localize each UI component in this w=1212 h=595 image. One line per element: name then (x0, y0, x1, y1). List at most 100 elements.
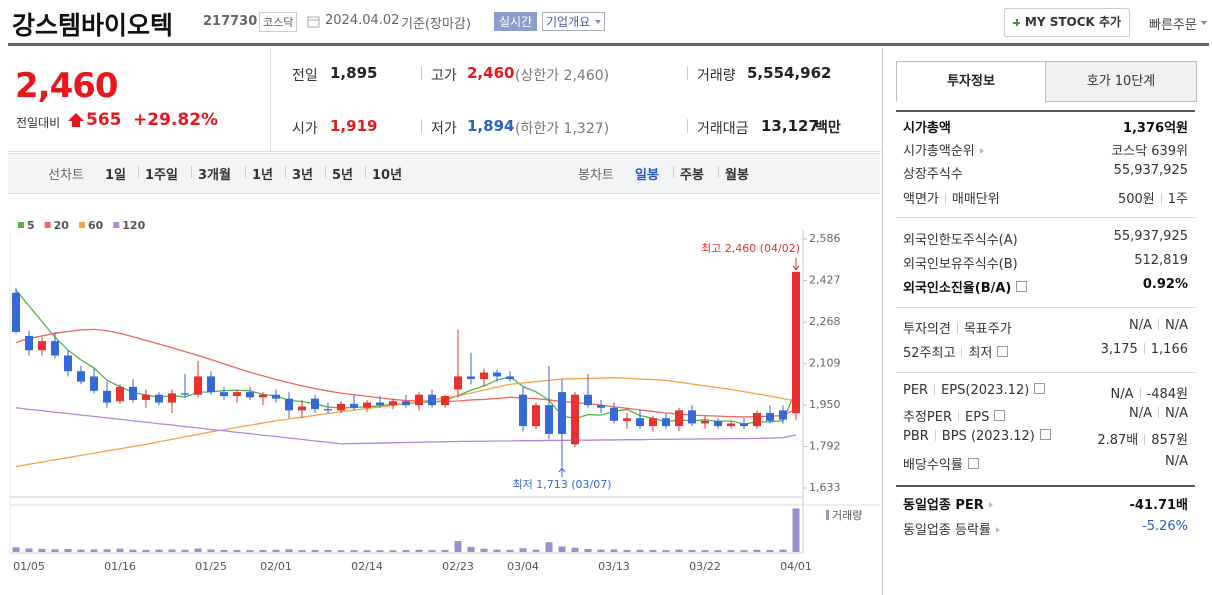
value-text: 2.87배 (1097, 433, 1139, 448)
volume-bar (25, 548, 33, 552)
candle-tab[interactable]: 주봉 (680, 168, 704, 183)
panel-divider (270, 48, 271, 151)
candle-body (649, 418, 657, 427)
period-tab[interactable]: 3년 (292, 168, 314, 183)
candle-body (220, 392, 228, 397)
label-text: 시가총액 (903, 121, 951, 136)
prev-value: 1,895 (330, 64, 378, 82)
change-label: 전일대비 (16, 116, 61, 130)
label-text: PER (903, 383, 929, 398)
info-value: 55,937,925 (1114, 229, 1188, 244)
value-text: 55,937,925 (1113, 163, 1188, 178)
low-label: 저가 (431, 121, 457, 137)
period-tab[interactable]: 1일 (105, 168, 127, 183)
candle-body (64, 355, 72, 372)
volume-bar (298, 550, 306, 552)
x-tick-label: 04/01 (780, 560, 812, 573)
info-label: PBR BPS (2023.12) (903, 429, 1051, 444)
divider (687, 119, 688, 133)
period-tab[interactable]: 10년 (372, 168, 403, 183)
info-value: 1,376억원 (1123, 117, 1188, 136)
period-tab[interactable]: 1년 (252, 168, 274, 183)
orderbook-tab[interactable]: 호가 10단계 (1045, 61, 1197, 102)
volume-bar (77, 549, 85, 552)
candle-body (207, 376, 215, 393)
candle-tab[interactable]: 일봉 (635, 168, 659, 183)
value-text: 1주 (1167, 192, 1188, 207)
volume-bar (116, 548, 124, 552)
volume-bar (428, 550, 436, 552)
tab-divider (673, 166, 674, 178)
candle-body (675, 410, 683, 427)
value-text: N/A (1110, 387, 1134, 402)
volume-bar (519, 548, 527, 552)
candle-body (389, 401, 397, 406)
prev-label: 전일 (292, 68, 318, 84)
section-rule (896, 307, 1195, 308)
x-tick-label: 02/14 (351, 560, 383, 573)
overview-button[interactable]: 기업개요 (542, 12, 606, 31)
y-tick-label: 2,109 (809, 357, 841, 370)
info-value: 0.92% (1143, 277, 1188, 292)
info-icon (1016, 281, 1028, 292)
realtime-badge[interactable]: 실시간 (494, 12, 538, 31)
period-tab[interactable]: 1주일 (145, 168, 178, 183)
volume-bar (675, 549, 683, 552)
x-tick-label: 03/13 (598, 560, 630, 573)
legend-label: 120 (122, 219, 145, 232)
section-rule (896, 217, 1195, 218)
volume-bar (64, 549, 72, 552)
separator (1158, 319, 1159, 330)
value-text: 코스닥 639위 (1111, 144, 1188, 159)
y-tick-label: 2,268 (809, 315, 841, 328)
period-tab[interactable]: 3개월 (198, 168, 231, 183)
candle-body (467, 376, 475, 380)
candle-body (454, 376, 462, 390)
volume-bar (246, 550, 254, 552)
invest-tab[interactable]: 투자정보 (896, 61, 1046, 101)
panel-border (882, 48, 883, 595)
info-value: N/A N/A (1129, 318, 1188, 333)
low-annotation: 최저 1,713 (03/07) (512, 478, 611, 491)
y-tick-label: 1,950 (809, 398, 841, 411)
tab-divider (718, 166, 719, 178)
volume-bar (415, 549, 423, 552)
info-icon (997, 346, 1009, 357)
volume-bar (350, 550, 358, 552)
legend-label: 5 (27, 219, 35, 232)
mystock-button[interactable]: MY STOCK 추가 (1004, 8, 1130, 37)
info-label: 추정PER EPS (903, 406, 1006, 425)
value-text: 55,937,925 (1113, 229, 1188, 244)
info-label: 동일업종 PER (903, 494, 993, 513)
more-arrow (988, 502, 993, 508)
info-label: 외국인소진율(B/A) (903, 277, 1028, 296)
volume-bar (792, 508, 800, 552)
more-arrow (995, 527, 1000, 533)
quick-order-text: 빠른주문 (1149, 18, 1197, 33)
volume-bar (753, 549, 761, 552)
tab-divider (245, 166, 246, 178)
volume-bar (402, 550, 410, 552)
value-text: 500원 (1117, 192, 1155, 207)
info-label: 상장주식수 (903, 163, 963, 182)
value-text: 3,175 (1100, 342, 1138, 357)
info-label: 동일업종 등락률 (903, 519, 1000, 538)
candle-tab[interactable]: 월봉 (725, 168, 749, 183)
info-label: 52주최고 최저 (903, 342, 1009, 361)
divider (687, 66, 688, 80)
tab-bar (8, 153, 880, 194)
period-tab[interactable]: 5년 (332, 168, 354, 183)
high-value: 2,460 (467, 64, 515, 82)
volume-bar (441, 549, 449, 552)
value-text: 512,819 (1134, 253, 1188, 268)
label-text: 매매단위 (951, 192, 1000, 207)
volume-bar (194, 548, 202, 552)
candle-body (285, 398, 293, 411)
separator (958, 411, 960, 422)
high-note: (상한가 2,460) (515, 68, 610, 84)
value-text: 1,166 (1150, 342, 1188, 357)
market-badge: 코스닥 (259, 12, 298, 32)
separator (1143, 343, 1145, 354)
quick-order[interactable]: 빠른주문 (1149, 14, 1207, 33)
volume-bar (233, 550, 241, 552)
